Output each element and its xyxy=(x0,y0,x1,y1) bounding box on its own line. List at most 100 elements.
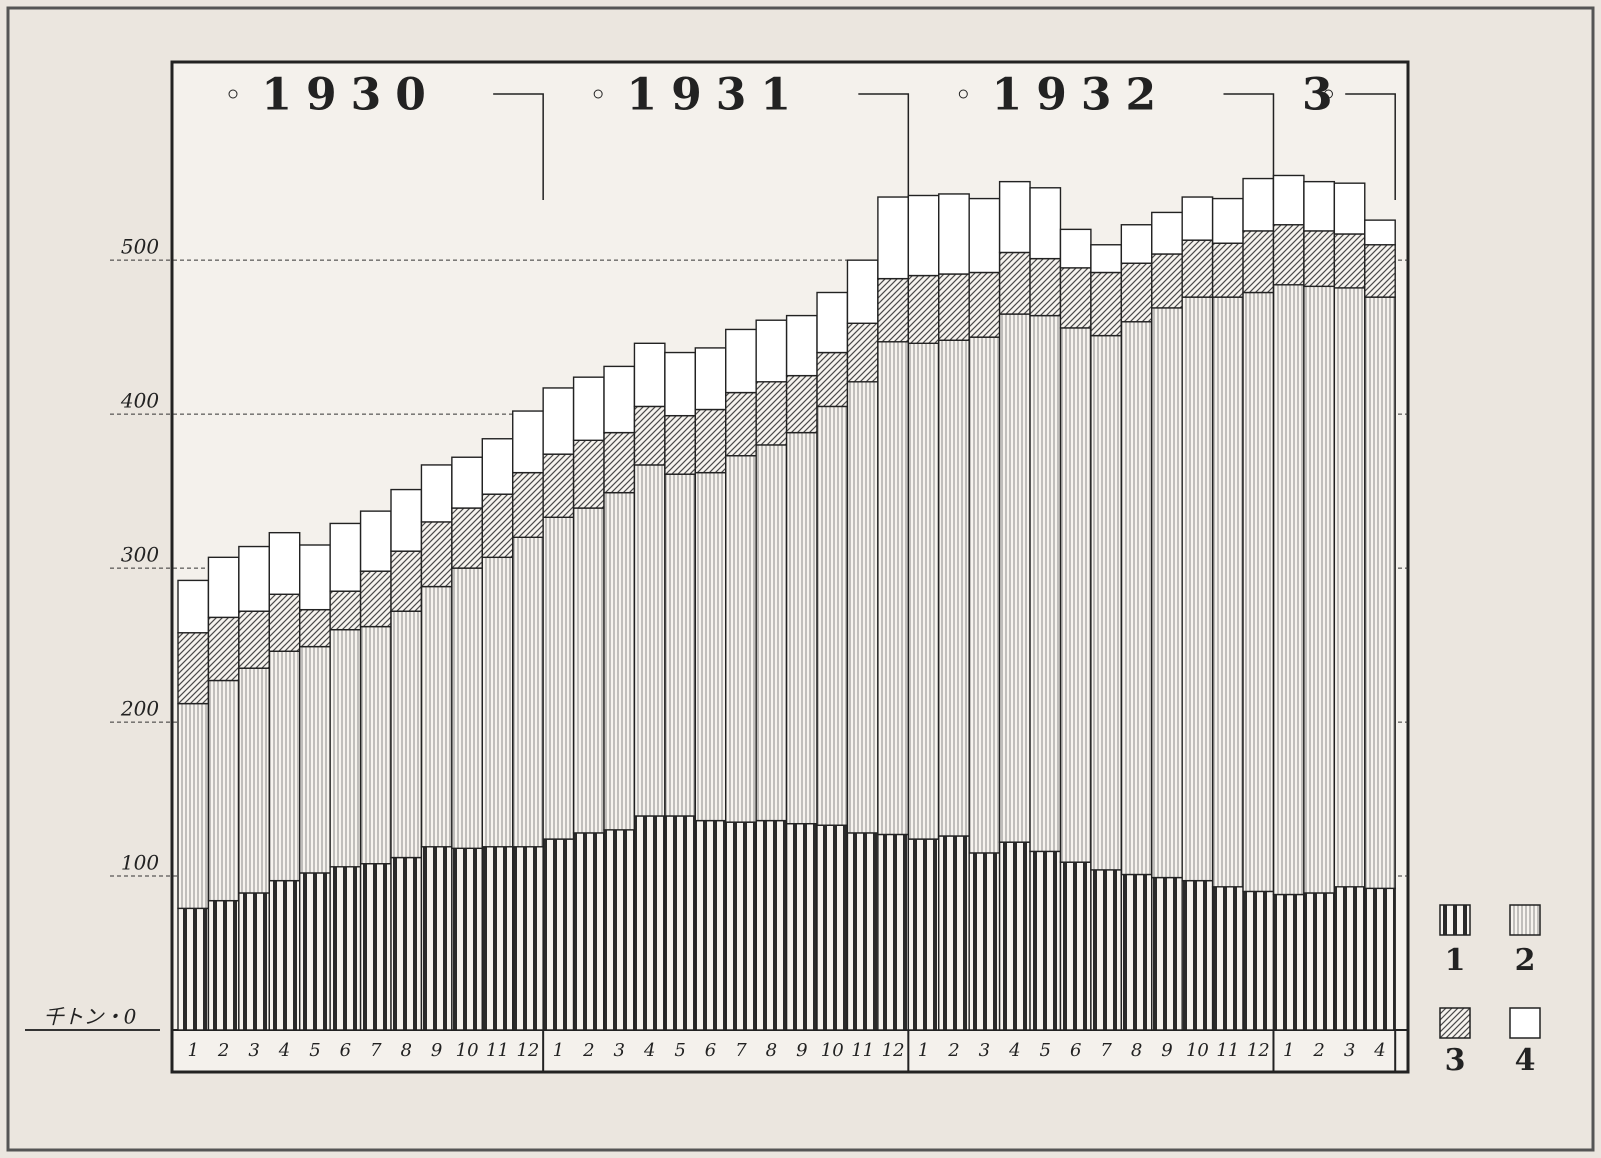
bar-segment xyxy=(1120,873,1153,1031)
bar-segment xyxy=(299,608,331,648)
bar-segment xyxy=(664,473,697,817)
bar-segment xyxy=(1333,233,1366,289)
bar-segment xyxy=(572,376,605,442)
x-tick-label: 2 xyxy=(1312,1040,1324,1061)
bar-segment xyxy=(877,833,910,1031)
bar-segment xyxy=(694,408,727,474)
year-connector xyxy=(493,93,544,200)
x-tick-label: 2 xyxy=(582,1040,594,1061)
bar-segment xyxy=(542,516,575,840)
bar-segment xyxy=(329,866,362,1031)
bar-segment xyxy=(1059,861,1092,1031)
bar-segment xyxy=(207,899,240,1031)
bar-segment xyxy=(1364,219,1396,246)
x-tick-label: 10 xyxy=(1186,1040,1209,1061)
bar-segment xyxy=(177,632,210,705)
bar-segment xyxy=(420,521,453,588)
legend-label: 1 xyxy=(1445,943,1466,978)
bar-segment xyxy=(1181,196,1214,241)
bar-segment xyxy=(664,351,697,417)
bar-segment xyxy=(481,846,514,1031)
bar-segment xyxy=(633,405,666,466)
bar-segment xyxy=(359,863,392,1031)
bar-segment xyxy=(1059,327,1092,863)
bar-segment xyxy=(1151,307,1183,879)
bar-segment xyxy=(725,454,757,823)
bar-segment xyxy=(268,879,301,1031)
bar-segment xyxy=(603,491,636,831)
bar-segment xyxy=(1181,296,1214,882)
bar-segment xyxy=(725,391,757,457)
x-tick-label: 3 xyxy=(1344,1040,1355,1061)
bar-segment xyxy=(694,819,727,1031)
bar-segment xyxy=(846,259,879,324)
bar-segment xyxy=(572,832,605,1031)
bar-segment xyxy=(1364,244,1396,298)
bar-segment xyxy=(1181,879,1214,1031)
year-connector xyxy=(1345,93,1396,200)
year-ornament xyxy=(228,89,238,99)
bar-segment xyxy=(329,522,362,592)
y-tick-label: 千トン・0 xyxy=(44,1005,137,1029)
x-tick-label: 11 xyxy=(1216,1040,1239,1061)
bar-segment xyxy=(998,313,1031,843)
bar-segment xyxy=(420,585,453,848)
bar-segment xyxy=(633,815,666,1031)
bar-segment xyxy=(603,829,636,1031)
x-tick-label: 1 xyxy=(553,1040,564,1061)
bar-segment xyxy=(1272,893,1305,1031)
bar-segment xyxy=(816,291,849,354)
bar-segment xyxy=(177,579,210,634)
y-tick-label: 200 xyxy=(120,697,159,721)
x-tick-label: 8 xyxy=(1131,1040,1142,1061)
bar-segment xyxy=(1090,271,1123,337)
bar-segment xyxy=(359,625,392,865)
bar-segment xyxy=(481,493,514,559)
bar-segment xyxy=(1364,887,1396,1031)
bar-segment xyxy=(572,439,605,509)
bar-segment xyxy=(846,381,879,834)
bar-segment xyxy=(816,405,849,826)
bar-segment xyxy=(542,453,575,518)
bar-segment xyxy=(907,838,940,1031)
bar-segment xyxy=(725,328,757,394)
bar-segment xyxy=(1029,257,1062,317)
x-tick-label: 10 xyxy=(821,1040,844,1061)
bar-segment xyxy=(481,556,514,848)
bar-segment xyxy=(268,650,301,882)
bar-segment xyxy=(359,570,392,628)
bar-segment xyxy=(329,628,362,868)
bar-segment xyxy=(968,336,1001,854)
bar-segment xyxy=(238,545,270,612)
x-tick-label: 1 xyxy=(1283,1040,1294,1061)
x-tick-label: 3 xyxy=(248,1040,259,1061)
bar-segment xyxy=(207,679,240,902)
bar-segment xyxy=(907,342,940,840)
bar-segment xyxy=(877,196,910,280)
bar-segment xyxy=(633,342,666,408)
x-tick-label: 4 xyxy=(1008,1040,1020,1061)
bar-segment xyxy=(1211,242,1244,298)
legend-swatch xyxy=(1439,904,1471,936)
bar-segment xyxy=(1120,224,1153,264)
bar-segment xyxy=(1090,869,1123,1031)
bar-segment xyxy=(1029,850,1062,1031)
bar-segment xyxy=(1272,284,1305,896)
bar-segment xyxy=(998,841,1031,1031)
year-label: 1932 xyxy=(992,70,1170,121)
x-tick-label: 11 xyxy=(851,1040,874,1061)
bar-segment xyxy=(1059,228,1092,269)
bar-segment xyxy=(542,387,575,455)
bar-segment xyxy=(512,410,544,474)
bar-segment xyxy=(816,351,849,408)
bar-segment xyxy=(542,838,575,1031)
bar-segment xyxy=(390,610,423,859)
bar-segment xyxy=(268,593,301,652)
x-tick-label: 10 xyxy=(456,1040,479,1061)
bar-segment xyxy=(998,251,1031,315)
bar-segment xyxy=(664,414,697,475)
bar-segment xyxy=(1303,892,1336,1031)
bar-segment xyxy=(238,892,270,1031)
bar-segment xyxy=(1333,886,1366,1031)
bar-segment xyxy=(968,271,1001,338)
